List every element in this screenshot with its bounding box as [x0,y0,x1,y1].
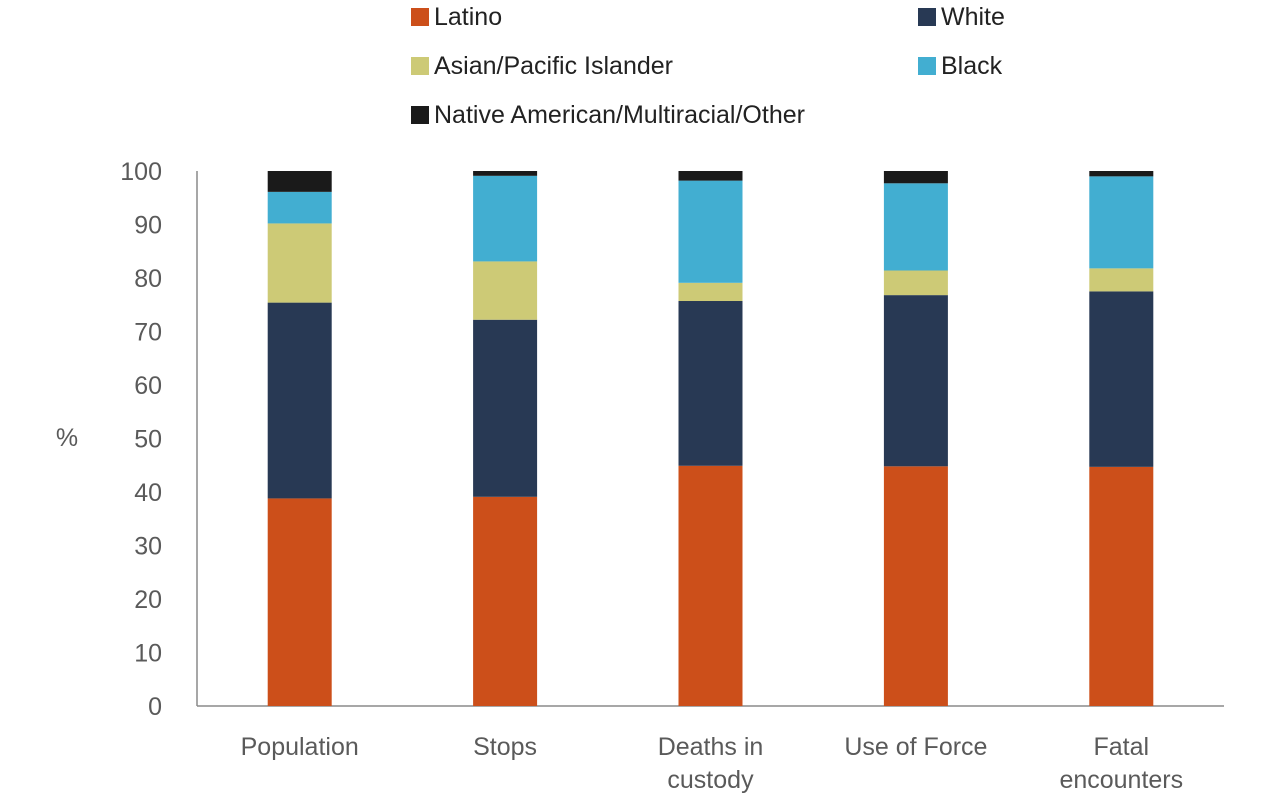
legend-label-native-american-multiracial-other: Native American/Multiracial/Other [434,101,805,129]
x-tick-label: Deaths in [658,733,764,761]
y-tick-label: 90 [134,212,162,240]
bar-segment-asian-pacific-islander [267,223,332,303]
legend-label-asian-pacific-islander: Asian/Pacific Islander [434,52,674,80]
bar-segment-latino [883,466,948,706]
y-tick-label: 20 [134,586,162,614]
bar-segment-black [678,180,743,283]
y-tick-label: 70 [134,319,162,347]
bar-segment-latino [1089,466,1154,706]
bar-segment-asian-pacific-islander [1089,268,1154,292]
y-tick-label: 60 [134,372,162,400]
x-tick-label: Fatal [1094,733,1150,761]
x-tick-label: Use of Force [844,733,987,761]
bar-segment-latino [678,465,743,706]
bar-segment-native-american-multiracial-other [678,171,743,181]
bar-segment-native-american-multiracial-other [883,171,948,184]
bar-segment-white [883,295,948,467]
y-tick-label: 40 [134,479,162,507]
bar-segment-black [883,183,948,271]
bar-segment-black [1089,176,1154,269]
bar-segment-white [1089,291,1154,467]
legend-swatch-white [918,8,936,26]
y-tick-label: 100 [120,158,162,186]
bar-segment-native-american-multiracial-other [1089,171,1154,177]
bar-segment-white [267,302,332,499]
bar-segment-latino [267,498,332,706]
legend-label-latino: Latino [434,3,503,31]
x-tick-label: Population [241,733,359,761]
legend-label-white: White [941,3,1005,31]
x-tick-label: encounters [1059,766,1183,794]
bar-segment-asian-pacific-islander [678,282,743,302]
x-tick-label: custody [667,766,754,794]
bar-segment-black [473,175,538,262]
bar-segment-native-american-multiracial-other [267,171,332,192]
bar-segment-black [267,191,332,224]
bar-segment-asian-pacific-islander [473,261,538,320]
legend-swatch-native-american-multiracial-other [411,106,429,124]
legend-swatch-asian-pacific-islander [411,57,429,75]
legend-swatch-black [918,57,936,75]
bar-segment-latino [473,496,538,706]
legend-swatch-latino [411,8,429,26]
y-axis-label: % [56,424,78,452]
legend-label-black: Black [941,52,1003,80]
bar-segment-native-american-multiracial-other [473,171,538,176]
x-tick-label: Stops [473,733,537,761]
y-tick-label: 50 [134,426,162,454]
bar-segment-asian-pacific-islander [883,270,948,296]
y-tick-label: 80 [134,265,162,293]
bar-segment-white [678,301,743,466]
bar-segment-white [473,319,538,497]
y-tick-label: 10 [134,640,162,668]
y-tick-label: 0 [148,693,162,721]
y-tick-label: 30 [134,533,162,561]
